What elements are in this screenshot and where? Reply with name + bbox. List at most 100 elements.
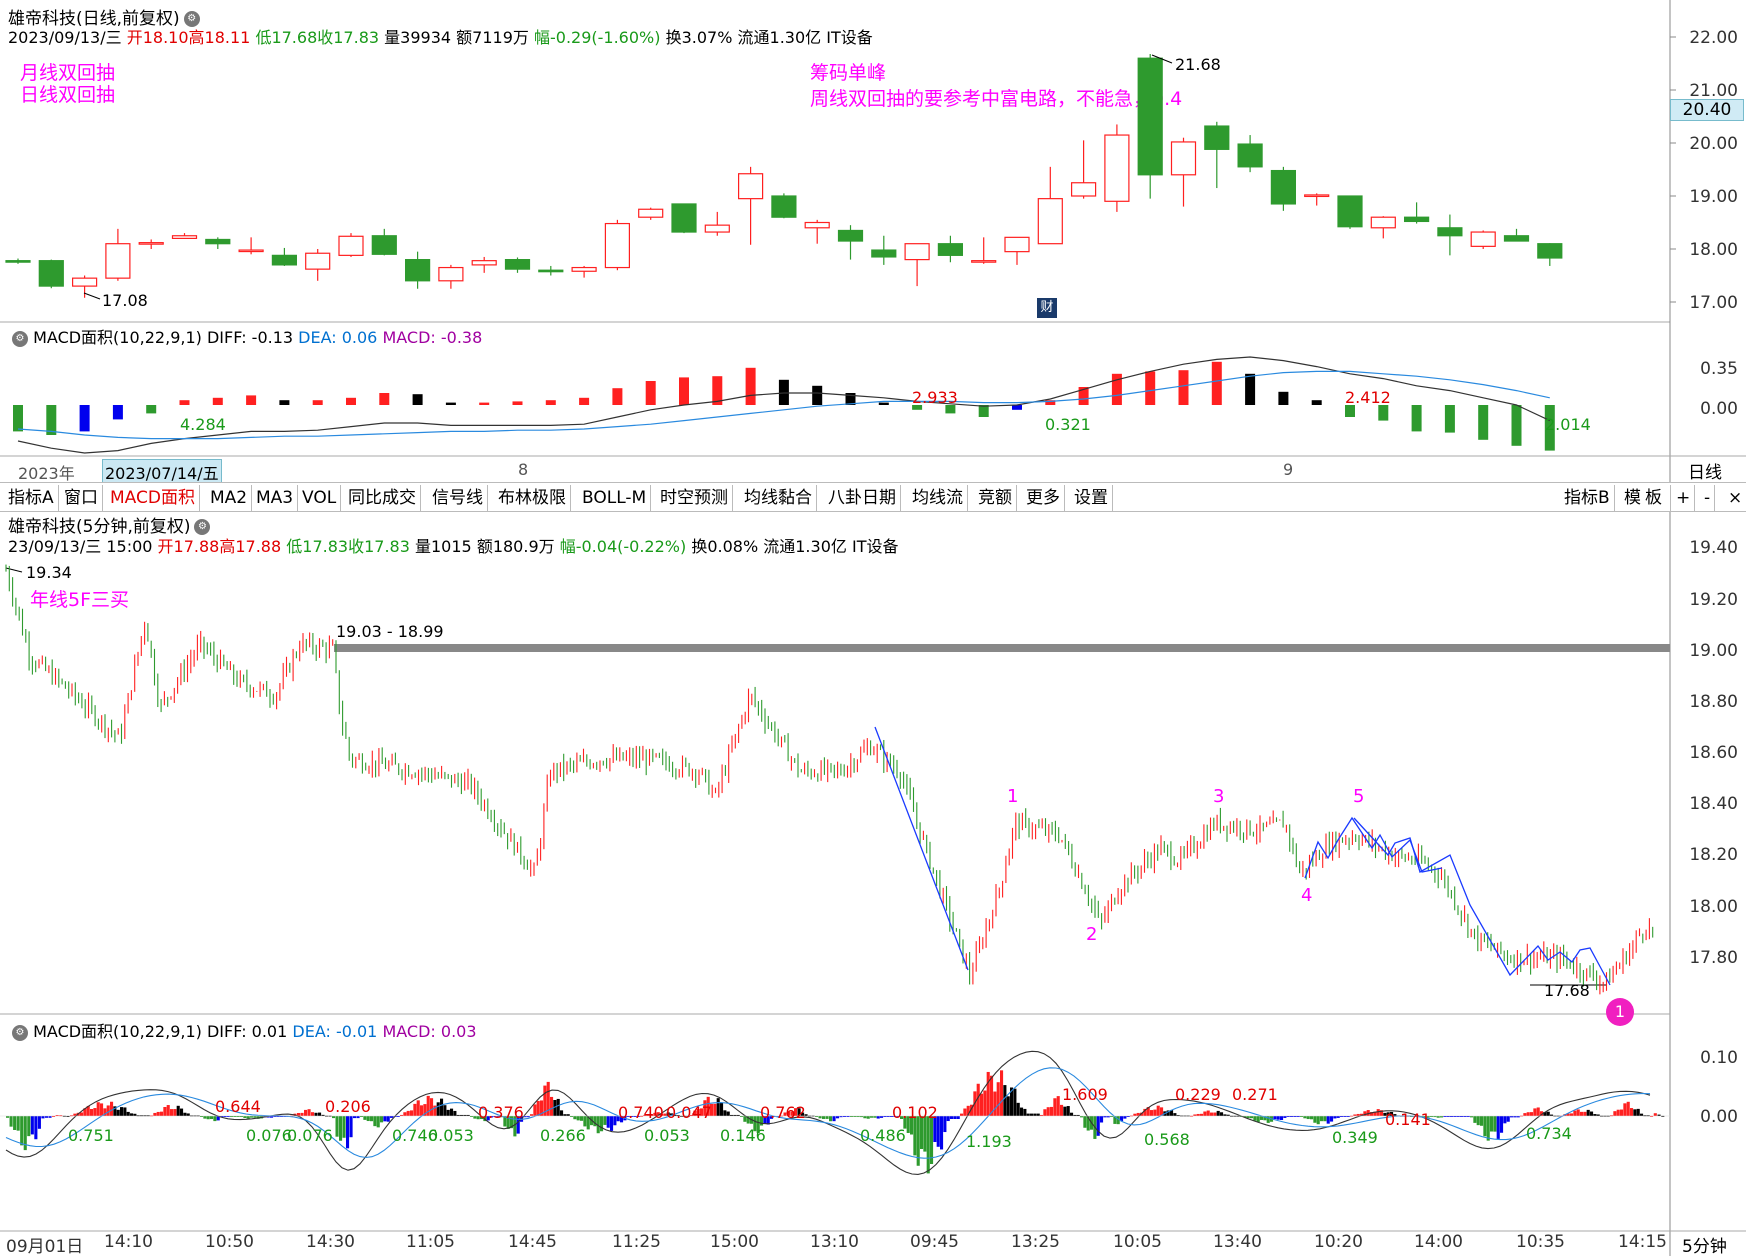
tab-settings[interactable]: 设置	[1070, 485, 1113, 511]
macd-bar	[13, 405, 23, 432]
macd-bar	[606, 1116, 610, 1128]
macd-bar	[943, 1116, 947, 1133]
note-monthly: 月线双回抽	[20, 62, 116, 84]
x-tick: 14:15	[1618, 1232, 1667, 1252]
macd-bar	[1443, 1116, 1447, 1117]
macd-bar	[746, 1116, 750, 1124]
macd-bar	[307, 1109, 311, 1116]
macd-bar	[183, 1112, 187, 1116]
macd-bar	[1243, 1116, 1247, 1118]
macd-bar	[983, 1090, 987, 1116]
macd-bar	[936, 1116, 940, 1147]
tab-bollinger-extreme[interactable]: 布林极限	[494, 485, 571, 511]
tab-yoy-volume[interactable]: 同比成交	[344, 485, 421, 511]
macd-bar	[1046, 1107, 1050, 1116]
macd-bar	[453, 1110, 457, 1116]
macd-bar	[463, 1114, 467, 1116]
macd-bar	[1470, 1116, 1474, 1118]
selected-date[interactable]: 2023/07/14/五	[102, 459, 222, 485]
candle-body	[1204, 125, 1230, 150]
macd-bar	[783, 1112, 787, 1116]
tab-template[interactable]: 模板	[1620, 485, 1671, 511]
macd-bar	[843, 1116, 847, 1117]
finance-icon[interactable]: 财	[1037, 298, 1057, 318]
macd-bar	[1176, 1115, 1180, 1117]
macd-bar	[745, 367, 756, 405]
macd-bar	[1650, 1115, 1654, 1117]
y-tick: 20.00	[1689, 134, 1738, 154]
macd-bar	[916, 1116, 920, 1166]
tab-boll-m[interactable]: BOLL-M	[578, 485, 652, 511]
macd-bar	[620, 1116, 624, 1123]
macd-bar	[1126, 1116, 1130, 1117]
macd-bar	[1278, 391, 1289, 405]
x-tick: 14:00	[1414, 1232, 1463, 1252]
intraday-macd-gear-icon[interactable]: ⚙	[12, 1024, 28, 1041]
macd-bar	[546, 1081, 550, 1116]
macd-bar	[679, 377, 689, 405]
tab-window[interactable]: 窗口	[60, 485, 103, 511]
area-label: 0.376	[478, 1103, 524, 1122]
intraday-macd-header: ⚙ MACD面积(10,22,9,1) DIFF: 0.01 DEA: -0.0…	[8, 1018, 477, 1042]
macd-bar	[1593, 1114, 1597, 1116]
tab-signal-line[interactable]: 信号线	[428, 485, 488, 511]
macd-bar	[686, 1115, 690, 1117]
macd-bar	[1480, 1116, 1484, 1126]
tab-bagua-date[interactable]: 八卦日期	[824, 485, 901, 511]
x-tick: 14:10	[104, 1232, 153, 1252]
tab-ma-flow[interactable]: 均线流	[908, 485, 968, 511]
area-label: 0.266	[540, 1126, 586, 1145]
daily-close: 收17.83	[317, 28, 380, 47]
macd-bar	[1283, 1116, 1287, 1118]
zoom-out-button[interactable]: -	[1700, 485, 1716, 511]
macd-bar	[1116, 1116, 1120, 1125]
macd-bar	[470, 1116, 474, 1117]
macd-bar	[1120, 1116, 1124, 1122]
macd-bar	[829, 1116, 833, 1122]
macd-bar	[445, 402, 456, 405]
tab-macd-area[interactable]: MACD面积	[106, 485, 200, 511]
macd-bar	[670, 1113, 674, 1116]
period-daily-label[interactable]: 日线	[1688, 463, 1722, 483]
macd-bar	[1444, 405, 1455, 433]
macd-bar	[297, 1112, 301, 1116]
macd-bar	[646, 1114, 650, 1116]
period-5min-label[interactable]: 5分钟	[1682, 1237, 1727, 1257]
macd-bar	[240, 1116, 244, 1117]
tab-indicator-b[interactable]: 指标B	[1560, 485, 1615, 511]
tab-ma-cohesion[interactable]: 均线黏合	[740, 485, 817, 511]
signal-circle-marker[interactable]: 1	[1606, 998, 1634, 1026]
macd-bar	[390, 1116, 394, 1118]
candle-body	[171, 235, 198, 240]
tab-vol[interactable]: VOL	[298, 485, 342, 511]
macd-bar	[318, 1112, 322, 1116]
tab-bidding[interactable]: 竞额	[974, 485, 1017, 511]
candle-body	[438, 266, 464, 282]
macd-bar	[276, 1116, 280, 1117]
macd-bar	[976, 1083, 980, 1116]
y-tick: 0.00	[1700, 1107, 1738, 1127]
tab-ma2[interactable]: MA2	[206, 485, 253, 511]
macd-gear-icon[interactable]: ⚙	[12, 330, 28, 347]
macd-bar	[1546, 1111, 1550, 1116]
close-panel-button[interactable]: ×	[1728, 488, 1743, 508]
tab-spacetime-forecast[interactable]: 时空预测	[656, 485, 733, 511]
zoom-in-button[interactable]: +	[1672, 485, 1696, 511]
macd-bar	[1620, 1109, 1624, 1116]
candle-body	[671, 203, 697, 233]
tab-ma3[interactable]: MA3	[252, 485, 299, 511]
macd-bar	[530, 1114, 534, 1116]
macd-bar	[683, 1115, 687, 1117]
macd-bar	[1486, 1116, 1490, 1141]
macd-bar	[513, 1116, 517, 1137]
macd-bar	[1076, 1114, 1080, 1116]
macd-bar	[1583, 1111, 1587, 1116]
tab-indicator-a[interactable]: 指标A	[4, 485, 59, 511]
tab-more[interactable]: 更多	[1022, 485, 1065, 511]
macd-bar	[1536, 1107, 1540, 1116]
macd-bar	[130, 1113, 134, 1116]
intraday-gear-icon[interactable]: ⚙	[194, 519, 211, 535]
macd-bar	[170, 1109, 174, 1116]
settings-gear-icon[interactable]: ⚙	[183, 11, 200, 27]
